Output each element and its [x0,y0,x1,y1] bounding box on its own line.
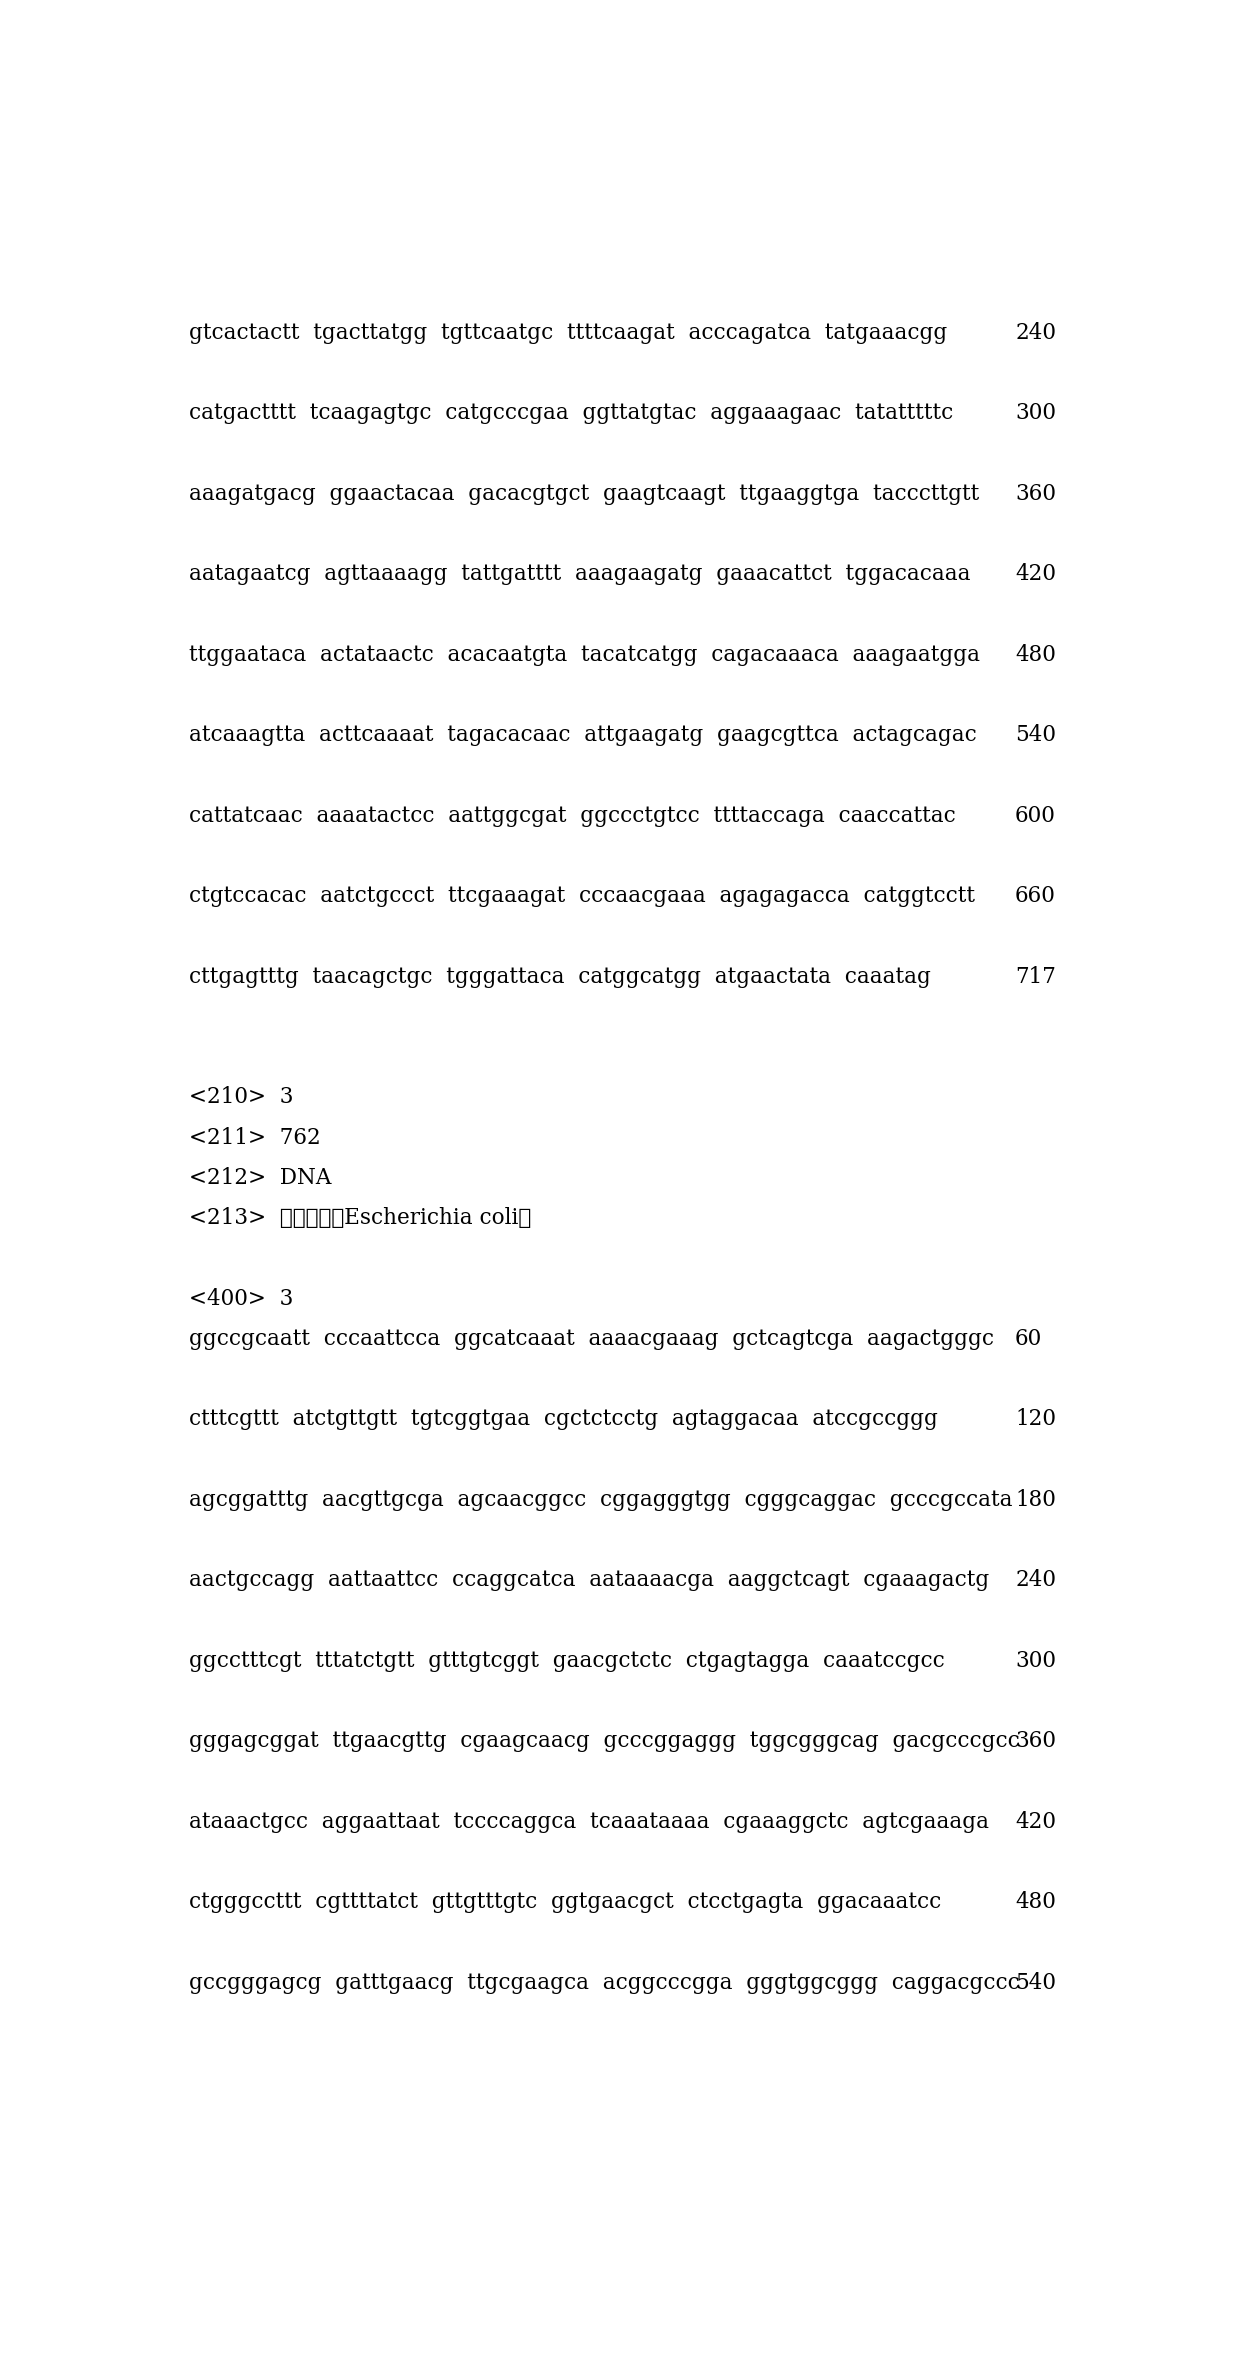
Text: 600: 600 [1016,805,1056,827]
Text: 360: 360 [1016,1730,1056,1753]
Text: 240: 240 [1016,1571,1056,1592]
Text: catgactttt  tcaagagtgc  catgcccgaa  ggttatgtac  aggaaagaac  tatatttttc: catgactttt tcaagagtgc catgcccgaa ggttatg… [188,402,952,425]
Text: ggcctttcgt  tttatctgtt  gtttgtcggt  gaacgctctc  ctgagtagga  caaatccgcc: ggcctttcgt tttatctgtt gtttgtcggt gaacgct… [188,1649,945,1673]
Text: gtcactactt  tgacttatgg  tgttcaatgc  ttttcaagat  acccagatca  tatgaaacgg: gtcactactt tgacttatgg tgttcaatgc ttttcaa… [188,321,947,345]
Text: 480: 480 [1016,1891,1056,1913]
Text: 360: 360 [1016,482,1056,504]
Text: 717: 717 [1016,965,1056,988]
Text: agcggatttg  aacgttgcga  agcaacggcc  cggagggtgg  cgggcaggac  gcccgccata: agcggatttg aacgttgcga agcaacggcc cggaggg… [188,1490,1012,1511]
Text: gggagcggat  ttgaacgttg  cgaagcaacg  gcccggaggg  tggcgggcag  gacgcccgcc: gggagcggat ttgaacgttg cgaagcaacg gcccgga… [188,1730,1019,1753]
Text: 540: 540 [1016,1972,1056,1993]
Text: ctttcgttt  atctgttgtt  tgtcggtgaa  cgctctcctg  agtaggacaa  atccgccggg: ctttcgttt atctgttgtt tgtcggtgaa cgctctcc… [188,1409,937,1430]
Text: <213>  大肠杆菌（Escherichia coli）: <213> 大肠杆菌（Escherichia coli） [188,1207,531,1228]
Text: ctgggccttt  cgttttatct  gttgtttgtc  ggtgaacgct  ctcctgagta  ggacaaatcc: ctgggccttt cgttttatct gttgtttgtc ggtgaac… [188,1891,941,1913]
Text: ataaactgcc  aggaattaat  tccccaggca  tcaaataaaa  cgaaaggctc  agtcgaaaga: ataaactgcc aggaattaat tccccaggca tcaaata… [188,1811,988,1832]
Text: gccgggagcg  gatttgaacg  ttgcgaagca  acggcccgga  gggtggcggg  caggacgccc: gccgggagcg gatttgaacg ttgcgaagca acggccc… [188,1972,1019,1993]
Text: ttggaataca  actataactc  acacaatgta  tacatcatgg  cagacaaaca  aaagaatgga: ttggaataca actataactc acacaatgta tacatca… [188,644,980,665]
Text: <400>  3: <400> 3 [188,1288,293,1309]
Text: 540: 540 [1016,725,1056,746]
Text: 60: 60 [1016,1328,1043,1350]
Text: 180: 180 [1016,1490,1056,1511]
Text: <210>  3: <210> 3 [188,1086,293,1110]
Text: cttgagtttg  taacagctgc  tgggattaca  catggcatgg  atgaactata  caaatag: cttgagtttg taacagctgc tgggattaca catggca… [188,965,930,988]
Text: 660: 660 [1016,886,1056,908]
Text: 420: 420 [1016,1811,1056,1832]
Text: 240: 240 [1016,321,1056,345]
Text: ggccgcaatt  cccaattcca  ggcatcaaat  aaaacgaaag  gctcagtcga  aagactgggc: ggccgcaatt cccaattcca ggcatcaaat aaaacga… [188,1328,993,1350]
Text: cattatcaac  aaaatactcc  aattggcgat  ggccctgtcc  ttttaccaga  caaccattac: cattatcaac aaaatactcc aattggcgat ggccctg… [188,805,955,827]
Text: <212>  DNA: <212> DNA [188,1167,331,1188]
Text: aaagatgacg  ggaactacaa  gacacgtgct  gaagtcaagt  ttgaaggtga  tacccttgtt: aaagatgacg ggaactacaa gacacgtgct gaagtca… [188,482,978,504]
Text: aatagaatcg  agttaaaagg  tattgatttt  aaagaagatg  gaaacattct  tggacacaaa: aatagaatcg agttaaaagg tattgatttt aaagaag… [188,563,970,584]
Text: 420: 420 [1016,563,1056,584]
Text: <211>  762: <211> 762 [188,1126,320,1148]
Text: 480: 480 [1016,644,1056,665]
Text: aactgccagg  aattaattcc  ccaggcatca  aataaaacga  aaggctcagt  cgaaagactg: aactgccagg aattaattcc ccaggcatca aataaaa… [188,1571,988,1592]
Text: atcaaagtta  acttcaaaat  tagacacaac  attgaagatg  gaagcgttca  actagcagac: atcaaagtta acttcaaaat tagacacaac attgaag… [188,725,976,746]
Text: 300: 300 [1016,402,1056,425]
Text: ctgtccacac  aatctgccct  ttcgaaagat  cccaacgaaa  agagagacca  catggtcctt: ctgtccacac aatctgccct ttcgaaagat cccaacg… [188,886,975,908]
Text: 300: 300 [1016,1649,1056,1673]
Text: 120: 120 [1016,1409,1056,1430]
